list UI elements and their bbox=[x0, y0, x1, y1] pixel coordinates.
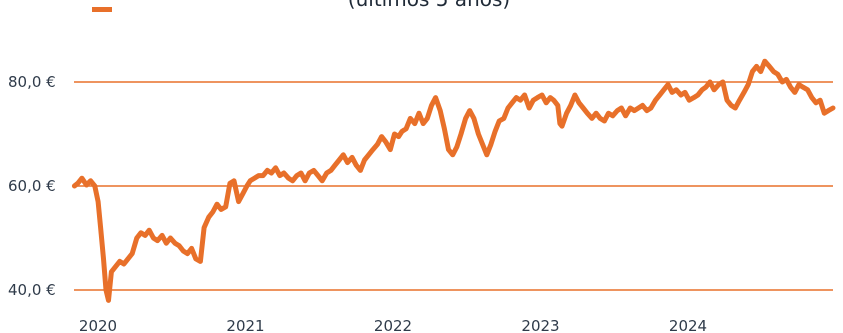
chart-title: (últimos 5 años) bbox=[348, 0, 510, 11]
x-tick-label: 2024 bbox=[669, 317, 707, 333]
y-axis-ticks: 40,0 € 60,0 € 80,0 € bbox=[8, 73, 56, 299]
y-tick-label: 80,0 € bbox=[8, 73, 56, 91]
x-tick-label: 2022 bbox=[374, 317, 412, 333]
legend-swatch bbox=[92, 7, 112, 12]
y-tick-label: 60,0 € bbox=[8, 177, 56, 195]
y-tick-label: 40,0 € bbox=[8, 281, 56, 299]
x-axis-ticks: 2020 2021 2022 2023 2024 bbox=[79, 317, 707, 333]
series-layer bbox=[71, 58, 836, 303]
x-tick-label: 2020 bbox=[79, 317, 117, 333]
x-tick-label: 2021 bbox=[226, 317, 264, 333]
series-line-0 bbox=[71, 58, 836, 303]
x-tick-label: 2023 bbox=[521, 317, 559, 333]
grid-lines bbox=[74, 81, 833, 291]
